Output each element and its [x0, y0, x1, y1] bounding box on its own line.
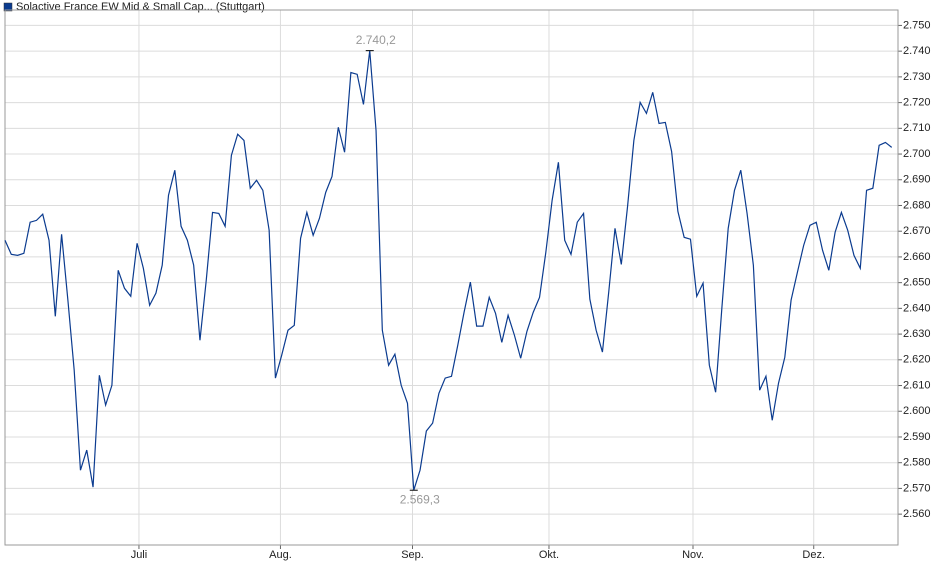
x-tick-label: Sep. — [401, 549, 424, 561]
y-tick-label: 2.730 — [903, 71, 931, 83]
y-tick-label: 2.720 — [903, 97, 931, 109]
x-tick-label: Aug. — [269, 549, 292, 561]
y-tick-label: 2.740 — [903, 45, 931, 57]
series-line — [4, 50, 893, 491]
x-tick-label: Nov. — [682, 549, 704, 561]
y-tick-label: 2.660 — [903, 251, 931, 263]
x-tick-label: Okt. — [539, 549, 559, 561]
legend-label: Solactive France EW Mid & Small Cap... (… — [16, 1, 265, 13]
y-tick-label: 2.670 — [903, 225, 931, 237]
y-tick-label: 2.650 — [903, 277, 931, 289]
y-tick-label: 2.750 — [903, 19, 931, 31]
y-tick-label: 2.620 — [903, 354, 931, 366]
x-tick-label: Juli — [131, 549, 148, 561]
y-tick-label: 2.690 — [903, 174, 931, 186]
y-tick-label: 2.700 — [903, 148, 931, 160]
y-tick-label: 2.610 — [903, 379, 931, 391]
legend-swatch — [3, 2, 13, 12]
y-tick-label: 2.640 — [903, 302, 931, 314]
y-tick-label: 2.680 — [903, 199, 931, 211]
annotation-label: 2.740,2 — [356, 33, 396, 47]
y-tick-label: 2.630 — [903, 328, 931, 340]
y-tick-label: 2.570 — [903, 482, 931, 494]
y-tick-label: 2.580 — [903, 457, 931, 469]
plot-frame — [4, 9, 899, 546]
y-tick-label: 2.710 — [903, 122, 931, 134]
y-tick-label: 2.560 — [903, 508, 931, 520]
y-tick-label: 2.600 — [903, 405, 931, 417]
x-tick-label: Dez. — [802, 549, 825, 561]
annotation-label: 2.569,3 — [400, 492, 440, 506]
y-tick-label: 2.590 — [903, 431, 931, 443]
